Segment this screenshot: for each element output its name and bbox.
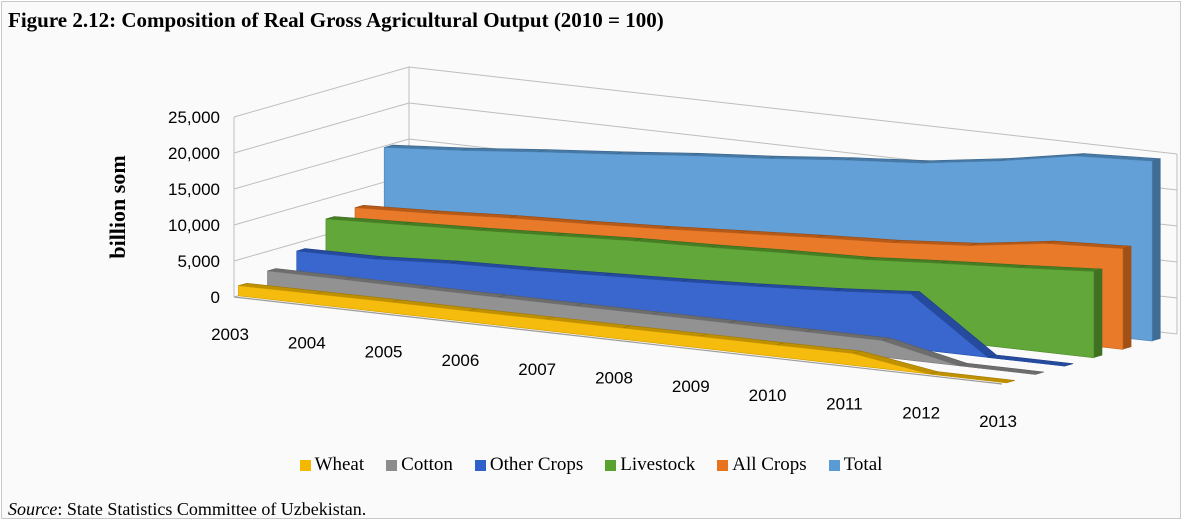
x-tick-label: 2009	[672, 377, 710, 396]
y-tick-label: 5,000	[177, 252, 220, 271]
x-tick-label: 2006	[441, 351, 479, 370]
legend-label: Wheat	[314, 454, 365, 475]
chart-areas	[238, 144, 1161, 384]
x-tick-label: 2011	[826, 395, 863, 414]
series-front-face	[238, 285, 1007, 384]
y-tick-label: 15,000	[168, 180, 220, 199]
x-tick-label: 2010	[749, 386, 787, 405]
chart-legend: Wheat Cotton Other Crops Livestock All Crops…	[2, 454, 1180, 476]
legend-item-wheat: Wheat	[299, 454, 365, 476]
series-front-face	[267, 270, 1036, 375]
figure-title: Figure 2.12: Composition of Real Gross A…	[8, 8, 664, 32]
y-tick-label: 10,000	[168, 216, 220, 235]
x-tick-label: 2005	[365, 342, 403, 361]
x-axis-ticks: 2003 2004 2005 2006 2007 2008 2009 2010 2011 2012…	[211, 325, 1017, 431]
legend-item-livestock: Livestock	[605, 454, 695, 476]
source-note: Source: State Statistics Committee of Uz…	[8, 499, 367, 519]
y-tick-label: 0	[211, 288, 220, 307]
x-tick-label: 2003	[211, 325, 249, 344]
x-tick-label: 2013	[979, 412, 1017, 431]
series-end-cap	[1093, 269, 1103, 358]
legend-item-cotton: Cotton	[386, 454, 453, 476]
x-tick-label: 2007	[518, 360, 556, 379]
legend-swatch	[717, 459, 729, 471]
legend-label: Total	[843, 454, 883, 475]
y-tick-label: 25,000	[168, 108, 220, 127]
legend-swatch	[474, 459, 486, 471]
x-tick-label: 2008	[595, 369, 633, 388]
x-tick-label: 2012	[902, 403, 940, 422]
legend-item-other-crops: Other Crops	[474, 454, 584, 476]
legend-swatch	[386, 459, 398, 471]
series-area-cotton	[267, 268, 1044, 375]
legend-swatch	[299, 459, 311, 471]
legend-swatch	[605, 459, 617, 471]
source-label: Source	[8, 499, 58, 519]
legend-swatch	[828, 459, 840, 471]
series-top-segment	[958, 362, 1044, 375]
legend-label: Other Crops	[489, 454, 584, 475]
x-tick-label: 2004	[288, 334, 326, 353]
legend-label: All Crops	[732, 454, 807, 475]
source-text: : State Statistics Committee of Uzbekist…	[57, 499, 367, 519]
y-axis-label: billion som	[105, 155, 130, 258]
series-top-segment	[987, 354, 1074, 367]
legend-label: Cotton	[401, 454, 453, 475]
gridline	[233, 66, 1178, 155]
series-end-cap	[1152, 158, 1161, 342]
y-tick-label: 20,000	[168, 144, 220, 163]
legend-item-all-crops: All Crops	[717, 454, 807, 476]
legend-label: Livestock	[620, 454, 696, 475]
series-area-wheat	[238, 282, 1015, 384]
legend-item-total: Total	[828, 454, 883, 476]
y-axis-ticks: 0 5,000 10,000 15,000 20,000 25,000	[168, 108, 220, 307]
series-end-cap	[1123, 246, 1132, 350]
floor-edge	[233, 296, 1003, 385]
